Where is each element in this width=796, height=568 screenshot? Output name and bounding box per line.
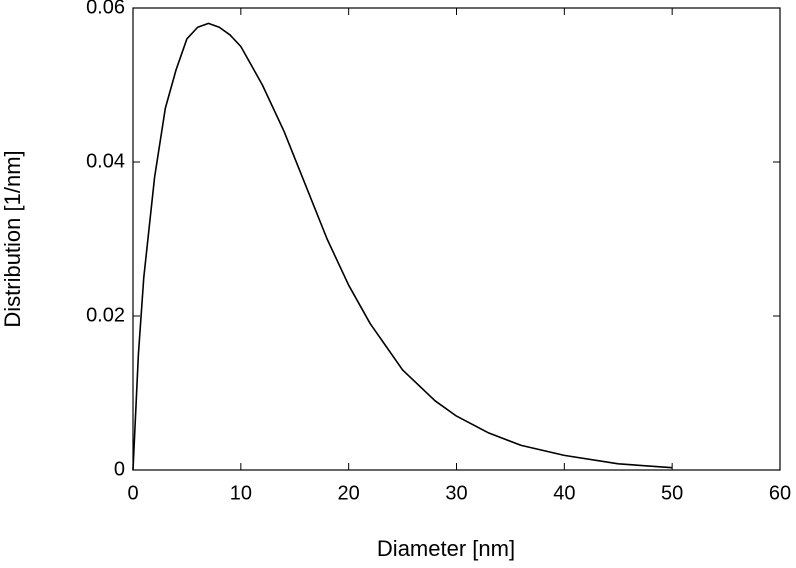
x-tick-label: 10 <box>230 482 252 504</box>
x-tick-label: 50 <box>661 482 683 504</box>
y-tick-label: 0.04 <box>86 150 125 172</box>
x-tick-label: 30 <box>445 482 467 504</box>
y-tick-label: 0.02 <box>86 304 125 326</box>
y-axis-label: Distribution [1/nm] <box>0 150 25 327</box>
x-tick-label: 60 <box>769 482 791 504</box>
y-tick-label: 0.06 <box>86 0 125 18</box>
plot-frame <box>132 7 781 471</box>
x-axis-label: Diameter [nm] <box>377 536 515 561</box>
data-line <box>132 22 673 471</box>
x-tick-label: 20 <box>338 482 360 504</box>
x-tick-label: 40 <box>553 482 575 504</box>
x-tick-label: 0 <box>127 482 138 504</box>
y-tick-label: 0 <box>114 458 125 480</box>
